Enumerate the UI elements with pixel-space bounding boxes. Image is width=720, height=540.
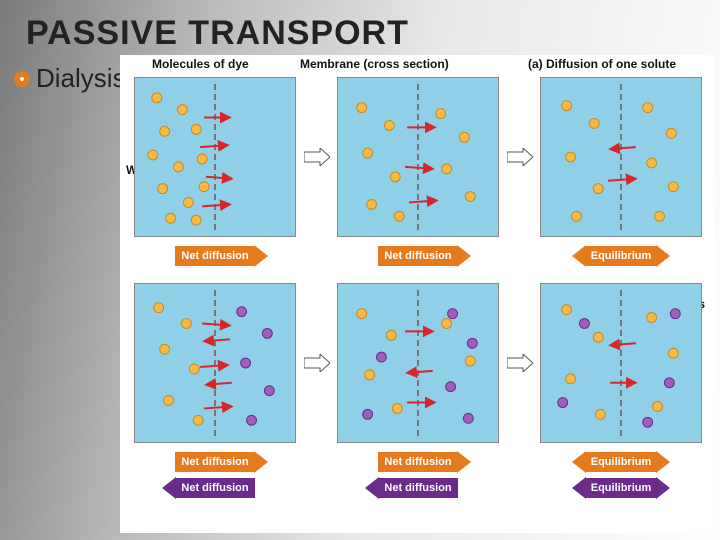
row-a-panels bbox=[134, 77, 702, 237]
caption-text: Net diffusion bbox=[378, 246, 457, 266]
bullet-icon bbox=[14, 71, 30, 87]
row-a-captions: Net diffusion Net diffusion Equilibrium bbox=[134, 245, 702, 267]
bullet-text: Dialysis bbox=[36, 63, 126, 94]
transition-arrow-icon bbox=[304, 148, 330, 166]
caption-stack: Net diffusion bbox=[337, 477, 499, 499]
transition-arrow-icon bbox=[304, 354, 330, 372]
diffusion-panel bbox=[337, 283, 499, 443]
caption-arrow: Net diffusion bbox=[378, 245, 457, 267]
caption-stack: Net diffusion bbox=[337, 245, 499, 267]
caption-stack: Equilibrium bbox=[540, 477, 702, 499]
caption-arrow: Net diffusion bbox=[175, 245, 254, 267]
caption-arrow: Equilibrium bbox=[585, 451, 658, 473]
diffusion-panel bbox=[540, 77, 702, 237]
diffusion-panel bbox=[540, 283, 702, 443]
diffusion-panel bbox=[134, 77, 296, 237]
row-b-panels bbox=[134, 283, 702, 443]
caption-stack: Equilibrium bbox=[540, 245, 702, 267]
caption-stack: Net diffusion bbox=[134, 451, 296, 473]
panel-grid: Net diffusion Net diffusion Equilibrium Ne… bbox=[134, 77, 702, 515]
label-membrane: Membrane (cross section) bbox=[300, 57, 449, 71]
caption-arrow: Net diffusion bbox=[175, 477, 254, 499]
diffusion-panel bbox=[134, 283, 296, 443]
caption-stack: Net diffusion bbox=[134, 245, 296, 267]
caption-stack: Equilibrium bbox=[540, 451, 702, 473]
diffusion-panel bbox=[337, 77, 499, 237]
page-title: PASSIVE TRANSPORT bbox=[0, 0, 720, 53]
transition-arrow-icon bbox=[507, 148, 533, 166]
diagram-figure: Molecules of dye Membrane (cross section… bbox=[120, 55, 715, 533]
label-molecules: Molecules of dye bbox=[152, 57, 249, 71]
caption-arrow: Net diffusion bbox=[175, 451, 254, 473]
caption-text: Equilibrium bbox=[585, 452, 658, 472]
caption-arrow: Net diffusion bbox=[378, 451, 457, 473]
caption-text: Equilibrium bbox=[585, 246, 658, 266]
caption-arrow: Net diffusion bbox=[378, 477, 457, 499]
caption-text: Net diffusion bbox=[378, 478, 457, 498]
transition-arrow-icon bbox=[507, 354, 533, 372]
caption-arrow: Equilibrium bbox=[585, 477, 658, 499]
caption-stack: Net diffusion bbox=[134, 477, 296, 499]
row-b-captions-top: Net diffusion Net diffusion Equilibrium bbox=[134, 451, 702, 473]
caption-text: Equilibrium bbox=[585, 478, 658, 498]
row-b-captions-bot: Net diffusion Net diffusion Equilibrium bbox=[134, 477, 702, 499]
caption-text: Net diffusion bbox=[175, 478, 254, 498]
caption-arrow: Equilibrium bbox=[585, 245, 658, 267]
caption-text: Net diffusion bbox=[175, 246, 254, 266]
caption-text: Net diffusion bbox=[378, 452, 457, 472]
caption-stack: Net diffusion bbox=[337, 451, 499, 473]
caption-text: Net diffusion bbox=[175, 452, 254, 472]
label-row-a: (a) Diffusion of one solute bbox=[528, 57, 676, 71]
